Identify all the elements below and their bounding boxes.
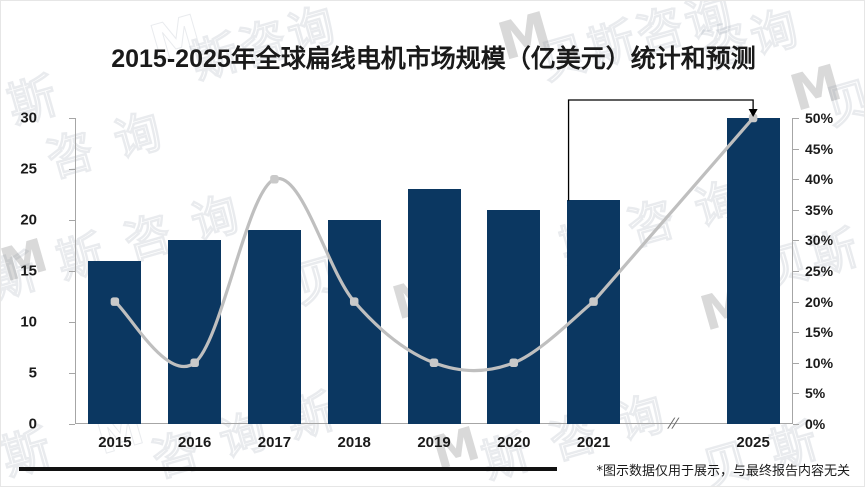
y-axis-left-line [75, 118, 76, 424]
bar-2021[interactable] [567, 199, 621, 424]
line-marker-2018[interactable] [349, 297, 359, 306]
line-marker-2025[interactable] [748, 113, 758, 123]
y-axis-left-tick [69, 220, 75, 221]
arrow-annotation [567, 99, 758, 201]
line-marker-2021[interactable] [589, 297, 598, 306]
y-axis-right-tick-label: 40% [805, 171, 834, 188]
y-axis-right-tick-label: 35% [805, 201, 834, 218]
y-axis-right-tick-label: 20% [805, 293, 834, 310]
y-axis-left-tick [69, 322, 75, 323]
line-marker-2017[interactable] [270, 174, 279, 184]
growth-line-path-forecast [591, 116, 755, 304]
bar-2015[interactable] [88, 260, 142, 424]
page-title: 2015-2025年全球扁线电机市场规模（亿美元）统计和预测 [111, 45, 756, 73]
y-axis-right-tick [793, 271, 799, 272]
y-axis-right-tick-label: 45% [805, 140, 834, 157]
chart-plot-area: 0 5 10 15 20 25 30 0% 5% 10% 15% 20% 25% 30% 35% 40% 45… [20, 99, 833, 451]
y-axis-right-tick [793, 362, 799, 364]
annotation-bracket-path [567, 99, 754, 201]
watermark-text: М [0, 227, 54, 293]
chart-plot-inner: 0 5 10 15 20 25 30 0% 5% 10% 15% 20% 25% 30% 35% 40% 45… [20, 99, 833, 451]
bar-2020[interactable] [487, 209, 541, 424]
y-axis-left-tick-label: 20 [20, 211, 37, 229]
x-axis-label-2015: 2015 [98, 434, 132, 451]
y-axis-right-tick [793, 209, 799, 211]
y-axis-left-tick [69, 271, 75, 272]
y-axis-right-tick [793, 118, 799, 119]
bar-2025[interactable] [726, 118, 780, 424]
x-axis-label-2016: 2016 [177, 434, 212, 451]
y-axis-right-tick [793, 148, 799, 150]
y-axis-right-tick [793, 301, 799, 303]
y-axis-right-tick-label: 5% [805, 385, 826, 402]
x-axis-label-2019: 2019 [417, 434, 451, 451]
y-axis-left-tick-label: 30 [20, 109, 37, 127]
x-axis-label-2017: 2017 [257, 434, 292, 451]
y-axis-left-tick-label: 15 [20, 262, 37, 280]
line-marker-2020[interactable] [509, 358, 519, 368]
x-axis-label-2021: 2021 [576, 434, 611, 451]
y-axis-right-tick [793, 393, 799, 395]
y-axis-right-tick-label: 15% [805, 324, 834, 341]
y-axis-left-tick [69, 118, 75, 119]
y-axis-right-tick [793, 332, 799, 334]
y-axis-left-tick [69, 424, 75, 425]
footer-divider [19, 467, 557, 471]
y-axis-left-tick-label: 0 [28, 415, 37, 433]
annotation-arrowhead-icon [748, 109, 758, 117]
y-axis-left-tick-label: 10 [20, 313, 37, 331]
line-marker-2015[interactable] [110, 297, 120, 306]
y-axis-left-tick [69, 169, 75, 170]
line-marker-2016[interactable] [190, 358, 199, 368]
y-axis-right-tick-label: 50% [805, 110, 834, 126]
y-axis-left-tick-label: 5 [28, 364, 37, 382]
footnote-text: *图示数据仅用于展示，与最终报告内容无关 [596, 464, 850, 479]
y-axis-left-tick-label: 25 [20, 160, 37, 178]
y-axis-left-tick [69, 373, 75, 374]
x-axis-label-2025: 2025 [736, 434, 770, 451]
y-axis-right-tick-label: 10% [805, 354, 834, 371]
line-marker-2019[interactable] [429, 358, 439, 368]
y-axis-right-line [792, 118, 793, 424]
y-axis-right-tick-label: 30% [805, 232, 834, 249]
x-axis-label-2020: 2020 [497, 434, 531, 451]
y-axis-right-tick [793, 179, 799, 181]
bar-2019[interactable] [407, 189, 461, 424]
line-series [110, 113, 758, 373]
bar-2017[interactable] [247, 230, 301, 424]
y-axis-right-tick [793, 424, 799, 425]
y-axis-right-tick [793, 240, 799, 242]
y-axis-right-tick-label: 25% [805, 263, 834, 279]
y-axis-right-tick-label: 0% [805, 416, 826, 432]
x-axis-label-2018: 2018 [337, 434, 371, 451]
